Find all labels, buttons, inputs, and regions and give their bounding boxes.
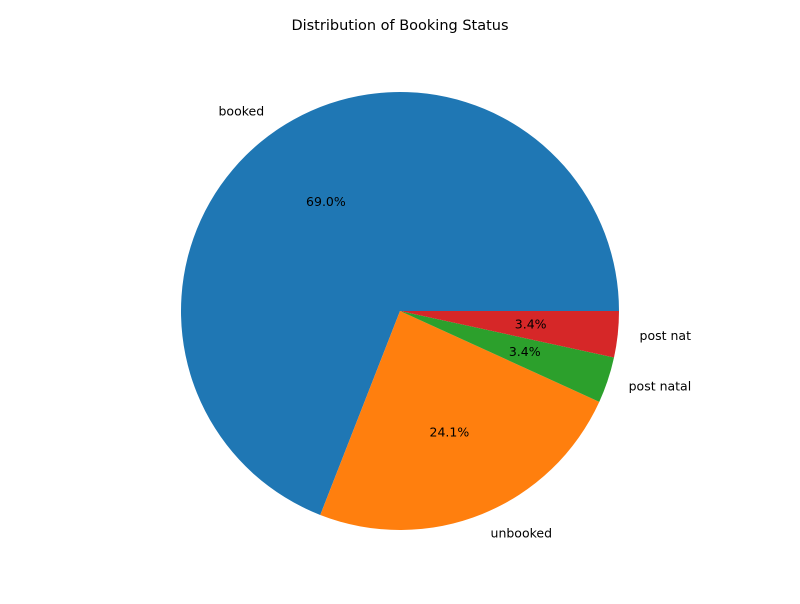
slice-percent-label: 69.0% <box>306 194 346 209</box>
slice-label: post natal <box>629 378 692 393</box>
pie-slices <box>181 91 619 530</box>
slice-percent-label: 3.4% <box>515 317 547 332</box>
slice-label: unbooked <box>491 526 553 541</box>
pie-slice-booked <box>181 91 619 515</box>
slice-percent-label: 3.4% <box>509 344 541 359</box>
slice-label: post nat <box>640 328 692 343</box>
slice-label: booked <box>219 104 265 119</box>
slice-percent-label: 24.1% <box>430 424 470 439</box>
pie-slice-post-natal <box>400 311 615 402</box>
pie-slice-unbooked <box>320 311 600 530</box>
pie-slice-post-nat <box>400 311 619 358</box>
pie-labels: booked 69.0% unbooked 24.1% post natal 3.4% po… <box>219 104 692 541</box>
chart-title: Distribution of Booking Status <box>291 18 508 34</box>
